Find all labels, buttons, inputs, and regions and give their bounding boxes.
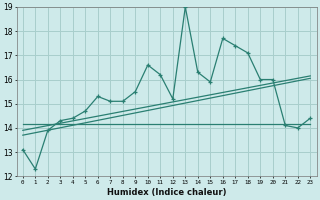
X-axis label: Humidex (Indice chaleur): Humidex (Indice chaleur) <box>107 188 226 197</box>
